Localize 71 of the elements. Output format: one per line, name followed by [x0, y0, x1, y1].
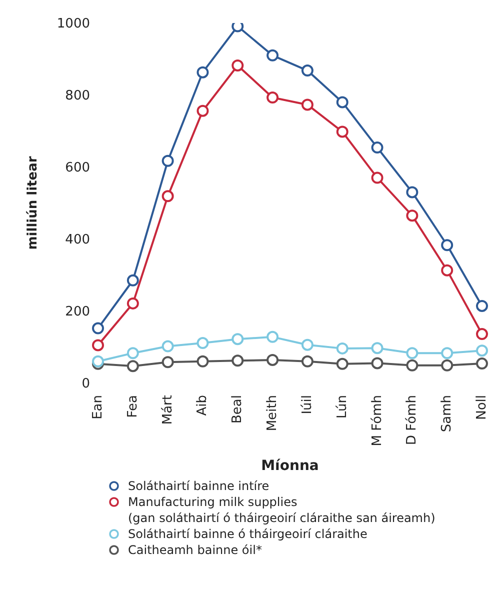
point — [162, 154, 174, 167]
point — [301, 355, 314, 368]
point — [232, 333, 244, 346]
x-axis-title: Míonna — [261, 458, 319, 474]
x-tick-label: M Fómh — [370, 395, 385, 446]
point — [266, 354, 279, 366]
y-tick-label: 0 — [82, 376, 90, 392]
point — [441, 264, 454, 276]
x-tick-label: Noll — [474, 395, 490, 420]
point — [196, 337, 209, 350]
legend-label: Manufacturing milk supplies (gan soláthairtí ó tháirgeoirí cláraithe san áireamh) — [128, 494, 436, 526]
y-tick-label: 800 — [65, 88, 90, 104]
point — [92, 339, 104, 352]
point — [441, 359, 454, 372]
point — [476, 300, 488, 312]
point — [196, 104, 209, 117]
x-tick-label: Iúil — [300, 395, 315, 414]
point — [126, 297, 139, 310]
point — [371, 357, 384, 370]
point — [162, 356, 174, 368]
point — [441, 239, 454, 252]
y-tick-label: 600 — [65, 160, 90, 176]
point — [336, 358, 348, 370]
point — [371, 172, 384, 184]
y-tick-label: 400 — [65, 232, 90, 248]
point — [406, 359, 418, 372]
legend-label: Soláthairtí bainne ó tháirgeoirí cláraithe — [128, 526, 368, 542]
point — [476, 328, 488, 340]
point — [126, 274, 139, 286]
point — [301, 64, 314, 77]
y-axis-title: milliún litear — [26, 156, 41, 250]
point — [406, 210, 418, 222]
point — [232, 59, 244, 72]
point — [301, 338, 314, 351]
x-tick-label: Fea — [125, 395, 140, 418]
point — [126, 360, 139, 372]
x-tick-label: Meith — [265, 395, 280, 432]
y-tick-label: 1000 — [56, 16, 90, 32]
point — [371, 142, 384, 154]
point — [336, 342, 348, 354]
point — [162, 340, 174, 352]
point — [126, 347, 139, 360]
point — [92, 355, 104, 368]
point — [336, 126, 348, 138]
point — [441, 347, 454, 360]
point — [196, 355, 209, 368]
point — [232, 23, 244, 32]
point — [162, 190, 174, 202]
point — [336, 96, 348, 108]
point — [92, 322, 104, 334]
x-tick-label: Beal — [230, 395, 246, 424]
x-tick-label: Ean — [90, 395, 106, 420]
x-tick-label: Lún — [334, 395, 350, 418]
x-tick-label: Aib — [195, 395, 210, 416]
x-tick-label: Márt — [160, 395, 176, 425]
point — [476, 344, 488, 357]
point — [266, 330, 279, 343]
point — [476, 358, 488, 370]
point — [406, 347, 418, 360]
point — [371, 342, 384, 354]
legend-label: Caitheamh bainne óil* — [128, 542, 262, 558]
point — [266, 92, 279, 104]
point — [196, 66, 209, 78]
point — [266, 49, 279, 62]
point — [406, 186, 418, 198]
x-tick-label: D Fómh — [404, 395, 420, 446]
point — [232, 354, 244, 367]
point — [301, 98, 314, 111]
legend-label: Soláthairtí bainne intíre — [128, 478, 270, 494]
x-tick-label: Samh — [440, 395, 455, 432]
y-tick-label: 200 — [65, 304, 90, 320]
